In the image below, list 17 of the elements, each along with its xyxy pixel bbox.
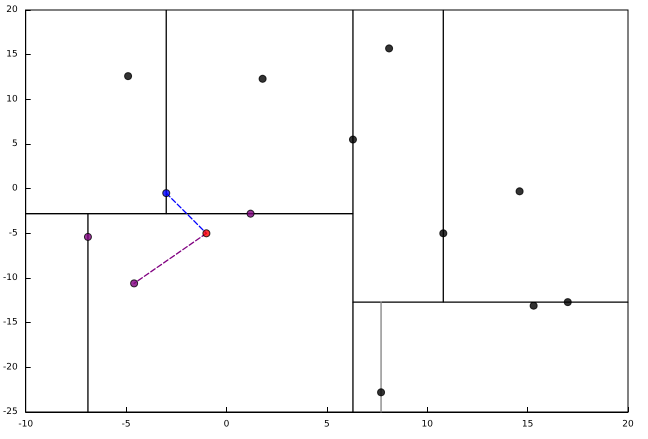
- x-tick-label: 15: [522, 420, 534, 430]
- y-tick-label: -25: [2, 407, 18, 417]
- x-tick-label: -10: [18, 420, 34, 430]
- x-tick-label: 10: [422, 420, 434, 430]
- y-tick-label: 15: [6, 50, 18, 60]
- y-tick-label: 0: [12, 184, 18, 194]
- y-tick-label: -20: [2, 362, 18, 372]
- y-tick-label: -10: [2, 273, 18, 283]
- x-tick-label: 20: [622, 420, 634, 430]
- x-tick-label: -5: [122, 420, 131, 430]
- y-tick-label: -15: [2, 318, 18, 328]
- y-tick-label: -5: [8, 228, 18, 238]
- x-tick-label: 0: [224, 420, 230, 430]
- x-tick-label: 5: [324, 420, 330, 430]
- y-tick-label: 10: [6, 94, 18, 104]
- y-tick-label: 5: [12, 139, 18, 149]
- y-tick-label: 20: [6, 5, 18, 15]
